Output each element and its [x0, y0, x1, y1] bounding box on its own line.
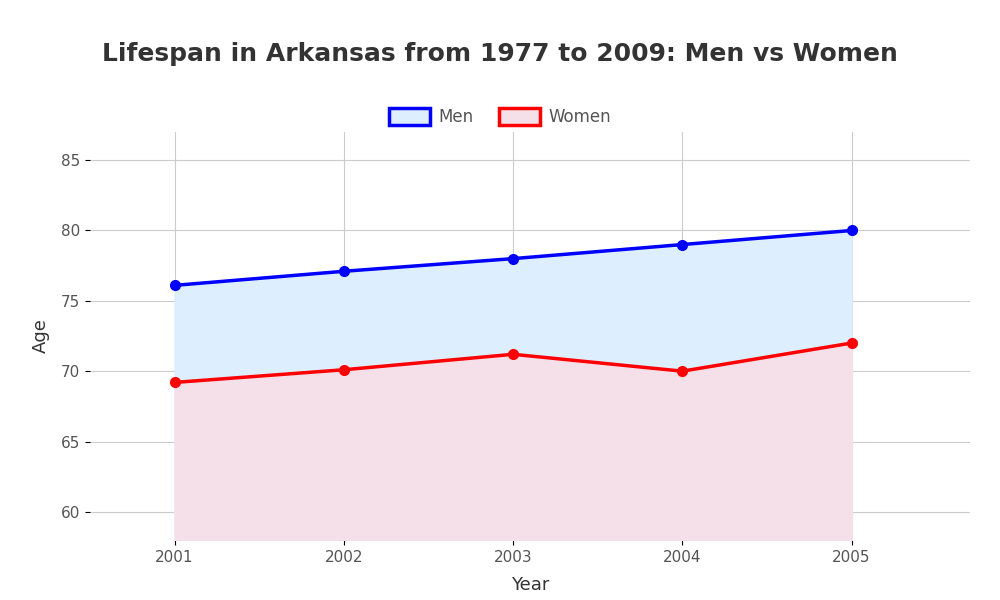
Legend: Men, Women: Men, Women: [382, 101, 618, 133]
Y-axis label: Age: Age: [32, 319, 50, 353]
Text: Lifespan in Arkansas from 1977 to 2009: Men vs Women: Lifespan in Arkansas from 1977 to 2009: …: [102, 42, 898, 66]
X-axis label: Year: Year: [511, 576, 549, 594]
